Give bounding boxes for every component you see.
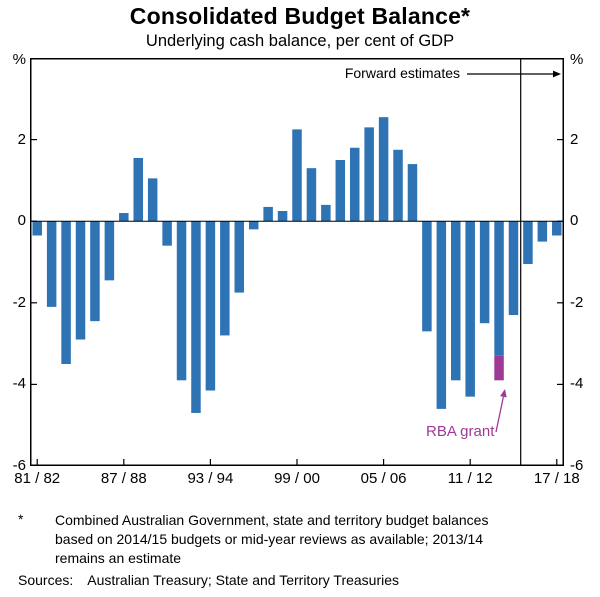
y-tick-label-left: -4 (12, 375, 26, 393)
bar-87/88 (119, 213, 129, 222)
bar-93/94 (205, 221, 216, 391)
bar-09/10 (436, 221, 447, 409)
bar-96/97 (248, 221, 259, 230)
bar-88/89 (133, 157, 143, 222)
y-axis-unit-left: % (12, 51, 26, 68)
bar-12/13 (479, 221, 490, 324)
y-axis-unit-right: % (570, 51, 584, 68)
x-tick-label: 11 / 12 (447, 470, 493, 487)
bar-90/91 (162, 221, 172, 246)
bar-01/02 (321, 204, 331, 222)
bar-07/08 (407, 164, 418, 222)
bar-82/83 (46, 221, 57, 307)
x-tick-label: 05 / 06 (360, 470, 407, 487)
bar-14/15 (508, 221, 519, 316)
bar-13/14 (494, 221, 504, 356)
bar-85/86 (90, 221, 100, 322)
bar-83/84 (61, 221, 71, 364)
footnote-line: based on 2014/15 budgets or mid-year rev… (55, 531, 484, 547)
sources-label: Sources: (18, 572, 74, 588)
rba-grant-arrow (495, 396, 504, 433)
bar-02/03 (335, 160, 346, 222)
forward-estimates-arrow-head (553, 70, 561, 78)
y-tick-label-left: -6 (12, 457, 26, 474)
chart-subtitle: Underlying cash balance, per cent of GDP (145, 32, 455, 50)
bar-16/17 (537, 221, 548, 242)
rba-grant-label: RBA grant (426, 423, 495, 440)
sources-line: Sources: Australian Treasury; State and T… (18, 572, 399, 588)
bar-10/11 (451, 221, 461, 381)
bar-08/09 (422, 221, 432, 332)
x-tick-label: 87 / 88 (100, 470, 147, 487)
x-tick-label: 93 / 94 (187, 470, 234, 487)
x-tick-label: 81 / 82 (14, 470, 61, 487)
bar-04/05 (364, 127, 374, 222)
y-tick-label-left: -2 (12, 293, 26, 311)
bar-89/90 (147, 178, 158, 222)
bar-94/95 (220, 221, 230, 336)
bar-95/96 (234, 221, 245, 293)
bar-03/04 (349, 147, 360, 222)
bar-15/16 (523, 221, 533, 265)
y-tick-label-right: -4 (570, 375, 584, 393)
bar-05/06 (378, 117, 389, 222)
plot-frame (30, 58, 564, 466)
bar-99/00 (292, 129, 302, 222)
y-tick-label-right: -6 (570, 457, 584, 474)
footnote-text: Combined Australian Government, state an… (55, 511, 575, 568)
y-tick-label-left: 0 (17, 212, 26, 230)
bar-00/01 (306, 168, 317, 222)
footnote-line: remains an estimate (55, 550, 182, 566)
bar-chart (30, 58, 564, 466)
footnote-marker: * (18, 511, 24, 527)
rba-grant-arrow-head (500, 389, 507, 398)
bar-06/07 (393, 149, 403, 222)
bar-81/82 (32, 221, 42, 236)
y-tick-label-right: -2 (570, 293, 584, 311)
y-tick-label-left: 2 (17, 130, 26, 148)
bar-97/98 (263, 206, 273, 222)
forward-estimates-label: Forward estimates (344, 65, 460, 81)
plot-area (30, 58, 564, 466)
sources-text: Australian Treasury; State and Territory… (87, 572, 400, 588)
bar-11/12 (465, 221, 475, 397)
bar-92/93 (191, 221, 201, 413)
x-tick-label: 99 / 00 (274, 470, 320, 487)
bar-13/14-rba-grant (494, 355, 504, 381)
bar-17/18 (552, 221, 562, 236)
footnote-line: Combined Australian Government, state an… (55, 512, 489, 528)
bar-91/92 (176, 221, 187, 381)
bar-98/99 (277, 211, 288, 222)
y-tick-label-right: 2 (570, 130, 579, 148)
y-tick-label-right: 0 (570, 212, 579, 230)
chart-title: Consolidated Budget Balance* (129, 3, 471, 29)
bar-84/85 (75, 221, 86, 340)
bar-86/87 (104, 221, 115, 281)
x-tick-label: 17 / 18 (533, 470, 580, 487)
